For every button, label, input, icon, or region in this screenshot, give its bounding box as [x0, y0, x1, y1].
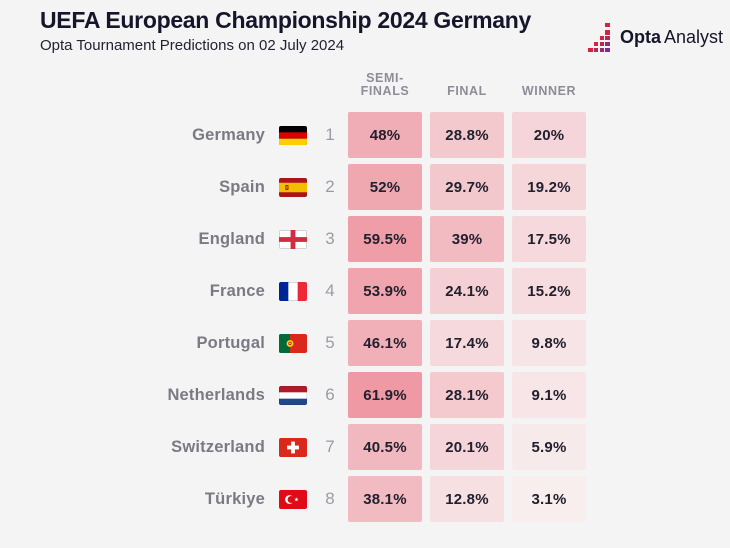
flag-germany-icon: [279, 125, 307, 145]
probability-cell-semi_finals: 40.5%: [348, 424, 422, 470]
column-header-line: FINALS: [360, 84, 410, 98]
table-row: Netherlands 6 61.9% 28.1% 9.1%: [40, 372, 730, 418]
column-header-final: FINAL: [430, 85, 504, 98]
probability-cell-winner: 3.1%: [512, 476, 586, 522]
table-row: Türkiye 8 38.1% 12.8% 3.1%: [40, 476, 730, 522]
column-header-semi_finals: SEMI- FINALS: [348, 72, 422, 98]
probability-cell-semi_finals: 38.1%: [348, 476, 422, 522]
logo-text-bold: Opta: [620, 26, 662, 47]
team-rank: 1: [325, 125, 335, 144]
table-body: Germany 1 48% 28.8% 20% Spain 2 52% 29.7% 19.2% En…: [40, 112, 730, 522]
table-header-row: SEMI- FINALS FINAL WINNER: [40, 68, 730, 98]
team-name: Switzerland: [171, 437, 265, 456]
team-rank: 3: [325, 229, 335, 248]
opta-analyst-logo: Opta Analyst: [588, 22, 723, 52]
probability-cell-final: 39%: [430, 216, 504, 262]
opta-bar-square: [605, 41, 610, 47]
logo-text: Opta Analyst: [620, 27, 723, 48]
opta-bar-square: [599, 41, 605, 47]
team-rank: 6: [325, 385, 335, 404]
flag-turkiye-icon: [279, 489, 307, 509]
column-header-line: WINNER: [521, 84, 577, 98]
table-row: Germany 1 48% 28.8% 20%: [40, 112, 730, 158]
team-name: France: [209, 281, 265, 300]
opta-bar-square: [593, 41, 599, 47]
probability-cell-winner: 17.5%: [512, 216, 586, 262]
probability-cell-final: 28.8%: [430, 112, 504, 158]
probability-cell-semi_finals: 46.1%: [348, 320, 422, 366]
column-header-winner: WINNER: [512, 85, 586, 98]
team-rank: 7: [325, 437, 335, 456]
probability-cell-winner: 9.8%: [512, 320, 586, 366]
flag-netherlands-icon: [279, 385, 307, 405]
flag-spain-icon: [279, 177, 307, 197]
team-rank: 5: [325, 333, 335, 352]
flag-spain-icon: [279, 177, 307, 197]
team-rank: 8: [325, 489, 335, 508]
probability-cell-final: 24.1%: [430, 268, 504, 314]
team-name: Türkiye: [204, 489, 265, 508]
team-name: Portugal: [196, 333, 265, 352]
probability-cell-winner: 20%: [512, 112, 586, 158]
flag-netherlands-icon: [279, 385, 307, 405]
opta-bar-square: [599, 47, 605, 52]
probability-cell-final: 20.1%: [430, 424, 504, 470]
probability-cell-final: 28.1%: [430, 372, 504, 418]
probability-cell-final: 29.7%: [430, 164, 504, 210]
probability-cell-semi_finals: 61.9%: [348, 372, 422, 418]
opta-bar-square: [605, 35, 610, 41]
flag-turkiye-icon: [279, 489, 307, 509]
probability-cell-semi_finals: 52%: [348, 164, 422, 210]
flag-portugal-icon: [279, 333, 307, 353]
team-name: Netherlands: [167, 385, 265, 404]
flag-portugal-icon: [279, 333, 307, 353]
page-title: UEFA European Championship 2024 Germany: [40, 7, 532, 33]
flag-germany-icon: [279, 125, 307, 145]
opta-bars-icon: [588, 22, 614, 52]
column-header-line: SEMI-: [366, 71, 404, 85]
predictions-table: SEMI- FINALS FINAL WINNER Germany 1 48% 28.8% 2…: [0, 68, 730, 528]
flag-france-icon: [279, 281, 307, 301]
table-row: England 3 59.5% 39% 17.5%: [40, 216, 730, 262]
table-row: Spain 2 52% 29.7% 19.2%: [40, 164, 730, 210]
column-header-line: FINAL: [447, 84, 487, 98]
team-name: Spain: [219, 177, 265, 196]
flag-england-icon: [279, 229, 307, 249]
table-row: Portugal 5 46.1% 17.4% 9.8%: [40, 320, 730, 366]
probability-cell-final: 12.8%: [430, 476, 504, 522]
probability-cell-winner: 9.1%: [512, 372, 586, 418]
flag-england-icon: [279, 229, 307, 249]
team-name: England: [198, 229, 265, 248]
table-row: Switzerland 7 40.5% 20.1% 5.9%: [40, 424, 730, 470]
opta-bar-square: [599, 35, 605, 41]
logo-text-regular: Analyst: [664, 26, 724, 47]
probability-cell-final: 17.4%: [430, 320, 504, 366]
probability-cell-semi_finals: 59.5%: [348, 216, 422, 262]
opta-bar-square: [605, 47, 610, 52]
flag-switzerland-icon: [279, 437, 307, 457]
flag-france-icon: [279, 281, 307, 301]
opta-bar-square: [593, 47, 599, 52]
flag-switzerland-icon: [279, 437, 307, 457]
team-rank: 4: [325, 281, 335, 300]
probability-cell-semi_finals: 53.9%: [348, 268, 422, 314]
team-name: Germany: [192, 125, 265, 144]
table-row: France 4 53.9% 24.1% 15.2%: [40, 268, 730, 314]
opta-bar-square: [605, 30, 610, 35]
team-rank: 2: [325, 177, 335, 196]
opta-bar-square: [605, 22, 610, 28]
probability-cell-winner: 15.2%: [512, 268, 586, 314]
probability-cell-winner: 5.9%: [512, 424, 586, 470]
page-subtitle: Opta Tournament Predictions on 02 July 2…: [40, 37, 345, 54]
probability-cell-semi_finals: 48%: [348, 112, 422, 158]
opta-bar-square: [588, 47, 593, 52]
probability-cell-winner: 19.2%: [512, 164, 586, 210]
